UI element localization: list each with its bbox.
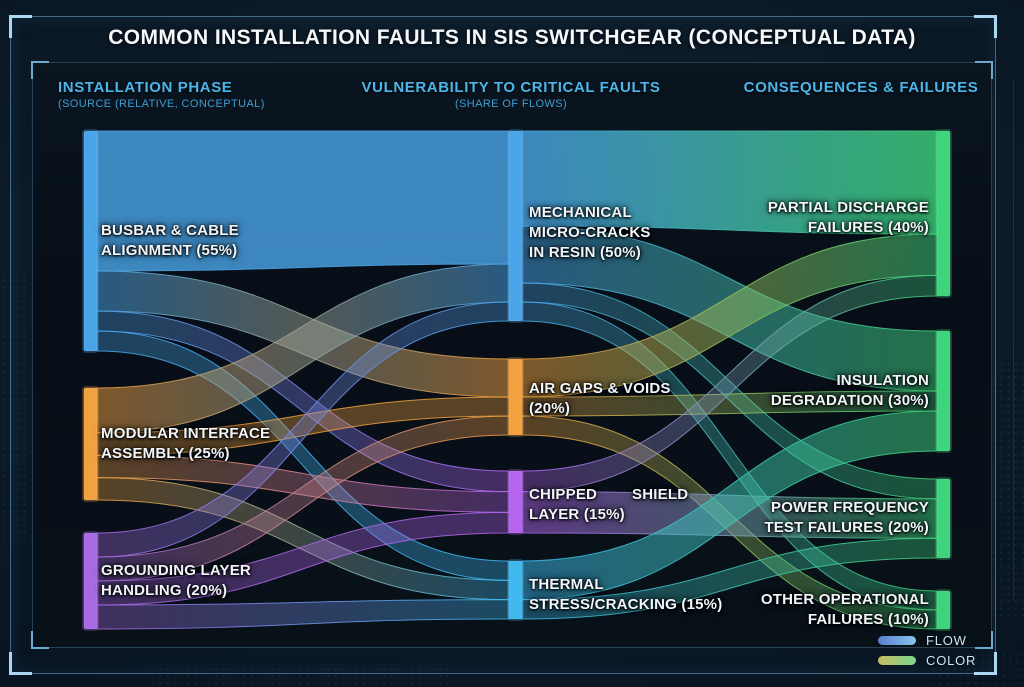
node-label-pd: PARTIAL DISCHARGE FAILURES (40%) <box>767 199 929 236</box>
sankey-node-thermal <box>508 560 523 620</box>
sankey-flow-grounding-mech <box>96 301 510 558</box>
sankey-node-grounding <box>83 532 98 630</box>
panel-corner-icon <box>31 61 49 79</box>
column-header-title: CONSEQUENCES & FAILURES <box>743 79 979 96</box>
sankey-flow-grounding-thermal <box>96 599 510 630</box>
column-header-installation-phase: INSTALLATION PHASE (SOURCE (RELATIVE, CO… <box>58 79 265 110</box>
sankey-node-busbar <box>83 130 98 352</box>
frame-corner-icon <box>974 15 997 38</box>
node-label-grounding: GROUNDING LAYER HANDLING (20%) <box>101 562 251 599</box>
sankey-node-airgaps <box>508 358 523 436</box>
sankey-flow-thermal-pftf <box>521 537 938 620</box>
sankey-flow-grounding-airgaps <box>96 415 510 582</box>
column-header-consequences: CONSEQUENCES & FAILURES <box>716 79 1006 96</box>
frame-corner-icon <box>9 652 32 675</box>
sankey-flow-grounding-chipped <box>96 511 510 606</box>
sankey-node-pftf <box>936 478 951 559</box>
column-header-subtitle: (SHARE OF FLOWS) <box>454 98 568 110</box>
node-label-insulation: INSULATION DEGRADATION (30%) <box>770 372 929 409</box>
column-header-vulnerability: VULNERABILITY TO CRITICAL FAULTS (SHARE … <box>331 79 691 110</box>
decor-vertical-line <box>1013 80 1014 600</box>
node-label-pftf: POWER FREQUENCY TEST FAILURES (20%) <box>764 499 929 536</box>
sankey-node-mech <box>508 130 523 322</box>
chart-panel: INSTALLATION PHASE (SOURCE (RELATIVE, CO… <box>31 61 993 649</box>
legend-label: COLOR <box>926 653 977 668</box>
frame-corner-icon <box>974 652 997 675</box>
column-header-subtitle: (SOURCE (RELATIVE, CONCEPTUAL) <box>58 98 265 110</box>
node-label-airgaps: AIR GAPS & VOIDS (20%) <box>529 380 671 417</box>
legend: FLOW COLOR <box>878 633 976 668</box>
column-header-title: VULNERABILITY TO CRITICAL FAULTS <box>361 79 661 96</box>
sankey-node-pd <box>936 130 951 297</box>
frame-corner-icon <box>9 15 32 38</box>
node-label-chipped: CHIPPED SHIELD LAYER (15%) <box>529 486 689 523</box>
sankey-diagram <box>82 129 952 631</box>
legend-label: FLOW <box>926 633 967 648</box>
sankey-node-chipped <box>508 470 523 534</box>
column-header-title: INSTALLATION PHASE <box>58 79 233 96</box>
sankey-flow-thermal-insulation <box>521 410 938 601</box>
sankey-node-insulation <box>936 330 951 452</box>
panel-corner-icon <box>975 61 993 79</box>
node-label-busbar: BUSBAR & CABLE ALIGNMENT (55%) <box>101 222 239 259</box>
sankey-node-modular <box>83 387 98 501</box>
panel-corner-icon <box>31 631 49 649</box>
panel-corner-icon <box>975 631 993 649</box>
outer-frame <box>9 15 997 675</box>
color-swatch-icon <box>878 656 916 665</box>
chart-title: COMMON INSTALLATION FAULTS IN SIS SWITCH… <box>108 26 916 49</box>
node-label-mech: MECHANICAL MICRO-CRACKS IN RESIN (50%) <box>529 204 651 261</box>
flow-swatch-icon <box>878 636 916 645</box>
legend-item-color: COLOR <box>878 653 976 668</box>
node-label-oof: OTHER OPERATIONAL FAILURES (10%) <box>760 591 929 628</box>
sankey-node-oof <box>936 590 951 630</box>
legend-item-flow: FLOW <box>878 633 976 648</box>
sankey-flow-chipped-pd <box>521 274 938 493</box>
node-label-thermal: THERMAL STRESS/CRACKING (15%) <box>529 576 723 613</box>
node-label-modular: MODULAR INTERFACE ASSEMBLY (25%) <box>101 425 271 462</box>
